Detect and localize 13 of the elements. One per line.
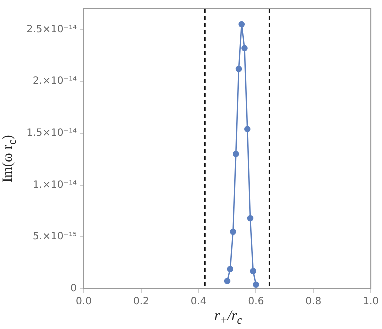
x-tick-label: 0.8 bbox=[306, 296, 322, 308]
y-tick-label: 2.5×10⁻¹⁴ bbox=[26, 24, 77, 36]
x-tick-label: 0.6 bbox=[248, 296, 264, 308]
x-tick-label: 1.0 bbox=[363, 296, 379, 308]
x-tick-label: 0.0 bbox=[76, 296, 92, 308]
y-tick-label: 1.5×10⁻¹⁴ bbox=[26, 128, 77, 140]
y-tick-label: 0 bbox=[70, 284, 77, 295]
x-tick-label: 0.4 bbox=[190, 296, 207, 308]
y-tick-label: 5.×10⁻¹⁵ bbox=[33, 232, 77, 243]
y-tick-label: 1.×10⁻¹⁴ bbox=[33, 180, 77, 191]
x-tick-label: 0.2 bbox=[133, 296, 150, 308]
x-axis-title: r$_{+}$/r$_{c}$ bbox=[214, 309, 244, 327]
y-tick-label: 2.×10⁻¹⁴ bbox=[33, 76, 77, 88]
